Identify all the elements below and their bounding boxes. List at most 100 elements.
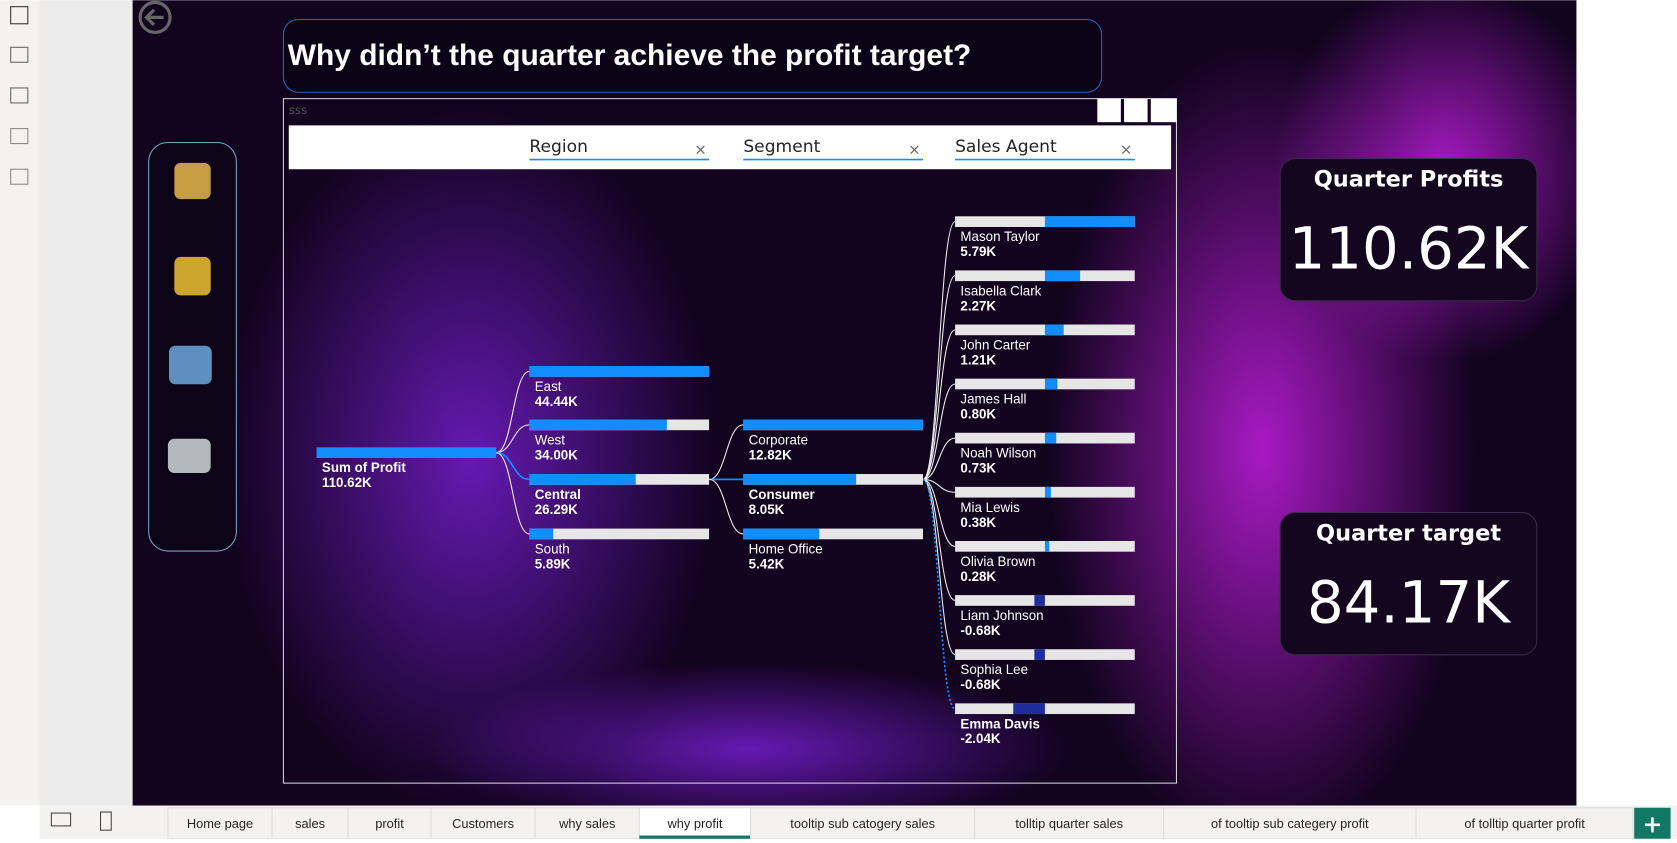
tab-label: Customers	[452, 816, 514, 831]
node-value: 0.80K	[960, 407, 996, 422]
tab-label: why sales	[558, 816, 615, 831]
node-name: Consumer	[749, 487, 815, 502]
node-bar[interactable]	[743, 474, 857, 485]
node-name: Liam Johnson	[960, 608, 1043, 623]
bar-track	[955, 649, 1135, 660]
node-bar[interactable]	[1013, 703, 1045, 715]
node-name: Mia Lewis	[960, 500, 1020, 515]
tabs: Home page sales profit Customers why sales wh…	[167, 807, 1671, 840]
nav-icon[interactable]	[168, 345, 212, 385]
node-name: West	[535, 432, 565, 447]
node-value: 5.79K	[960, 244, 996, 259]
connector	[922, 221, 956, 480]
bg-swirl	[224, 107, 717, 814]
node-value: 0.28K	[960, 569, 996, 584]
node-bar[interactable]	[316, 447, 497, 459]
dax-view-icon[interactable]	[10, 128, 29, 145]
tab-label: why profit	[667, 816, 723, 831]
model-view-icon[interactable]	[10, 87, 29, 104]
node-name: Central	[535, 487, 581, 502]
node-name: James Hall	[960, 392, 1026, 407]
nav-icon[interactable]	[167, 438, 211, 473]
tmdl-view-icon[interactable]	[10, 168, 29, 185]
tab-label: tolltip quarter sales	[1015, 816, 1123, 831]
connector	[496, 370, 530, 454]
left-rail	[0, 0, 40, 806]
nav-icon[interactable]	[174, 256, 211, 296]
kpi-title: Quarter target	[1316, 520, 1501, 546]
node-name: Mason Taylor	[960, 229, 1040, 244]
node-name: East	[535, 379, 562, 394]
node-value: 1.21K	[960, 352, 996, 367]
back-arrow	[144, 8, 164, 26]
nav-icons	[167, 162, 212, 473]
field-bar	[288, 125, 1172, 170]
node-value: 0.38K	[960, 515, 996, 530]
mobile-view[interactable]	[99, 811, 112, 831]
add-page-plus	[1644, 817, 1660, 833]
tab-label: profit	[375, 816, 404, 831]
nav-icon[interactable]	[174, 162, 211, 200]
node-bar[interactable]	[529, 528, 554, 540]
node-bar[interactable]	[743, 419, 923, 431]
connector	[496, 451, 530, 481]
more-button[interactable]	[1150, 98, 1177, 123]
connector	[922, 329, 956, 480]
node-bar[interactable]	[529, 419, 667, 431]
node-value: -2.04K	[960, 731, 1000, 746]
tree-visual	[282, 98, 1178, 784]
node-bar[interactable]	[529, 366, 710, 377]
node-value: 5.42K	[749, 556, 785, 571]
node-bar[interactable]	[1034, 649, 1045, 660]
kpi-value: 110.62K	[1289, 214, 1531, 282]
node-value: 0.73K	[960, 461, 996, 476]
report-view-icon[interactable]	[10, 6, 29, 25]
connector	[922, 437, 956, 480]
node-bar[interactable]	[1044, 540, 1050, 552]
node-value: 5.89K	[535, 556, 571, 571]
node-value: 26.29K	[535, 502, 578, 517]
connector	[922, 275, 956, 480]
node-value: 34.00K	[535, 447, 578, 462]
node-value: 2.27K	[960, 298, 996, 313]
visual-header: sss	[289, 103, 307, 117]
node-name: Noah Wilson	[960, 446, 1036, 461]
node-bar[interactable]	[529, 474, 636, 485]
node-bar[interactable]	[743, 528, 820, 540]
node-name: Corporate	[749, 432, 808, 447]
title-box	[282, 18, 1103, 93]
tab[interactable]	[167, 807, 273, 840]
connector	[708, 478, 744, 535]
table-view-icon[interactable]	[10, 46, 29, 63]
connector	[922, 383, 956, 480]
connector	[708, 424, 744, 480]
kpi-title: Quarter Profits	[1314, 166, 1504, 192]
focus-button[interactable]	[1124, 98, 1148, 123]
node-bar[interactable]	[1044, 324, 1064, 336]
kpi-card	[1279, 512, 1538, 656]
node-bar[interactable]	[1044, 378, 1058, 390]
connector	[922, 478, 956, 547]
field-name: Segment	[743, 137, 820, 157]
remove-field[interactable]: ×	[1120, 140, 1133, 158]
tab-label: Home page	[187, 816, 253, 831]
filter-button[interactable]	[1097, 98, 1121, 123]
tab-label: of tooltip sub categery profit	[1211, 816, 1369, 831]
desktop-view[interactable]	[50, 812, 72, 827]
node-bar[interactable]	[1044, 270, 1081, 282]
remove-field[interactable]: ×	[694, 140, 707, 158]
node-bar[interactable]	[1044, 486, 1051, 498]
node-bar[interactable]	[1044, 216, 1135, 227]
node-name: Sum of Profit	[322, 460, 406, 475]
back-button[interactable]	[138, 0, 172, 34]
node-bar[interactable]	[1034, 595, 1045, 606]
node-name: Olivia Brown	[960, 554, 1035, 569]
node-bar[interactable]	[1044, 432, 1057, 444]
node-value: -0.68K	[960, 623, 1000, 638]
field-name: Region	[529, 137, 588, 157]
kpi-value: 84.17K	[1307, 568, 1512, 636]
remove-field[interactable]: ×	[908, 140, 921, 158]
